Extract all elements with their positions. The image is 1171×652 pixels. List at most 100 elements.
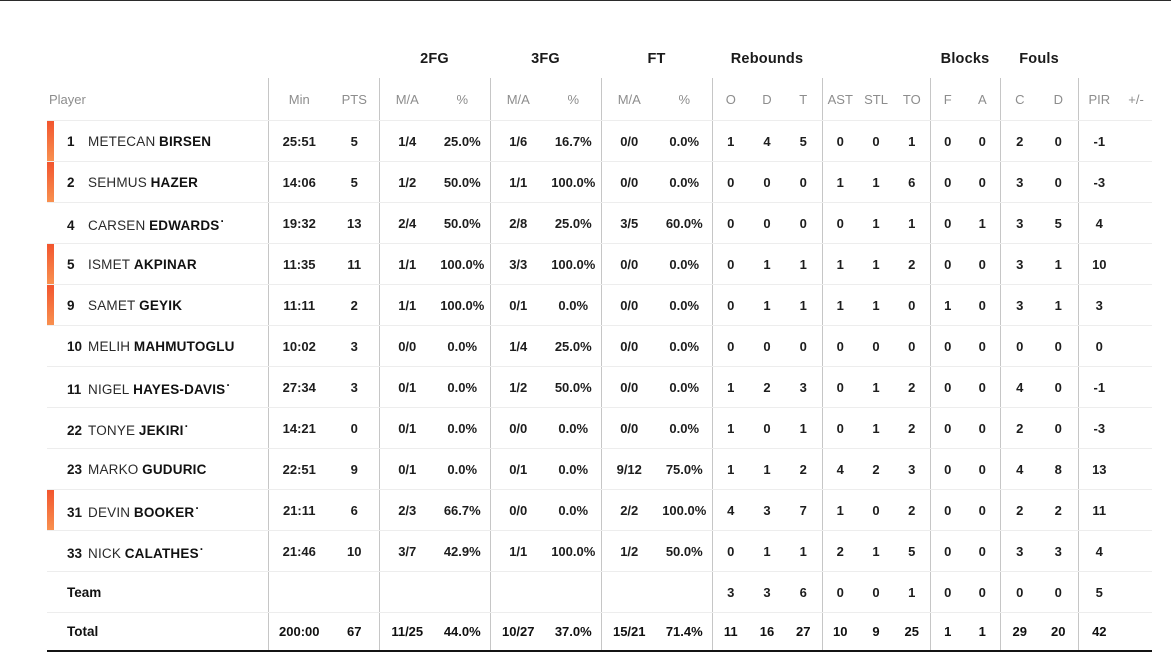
column-header-foul-c: C <box>999 78 1040 121</box>
cell-pir: 13 <box>1077 448 1121 490</box>
player-row: 5 ISMET AKPINAR 11:35 11 1/1 100.0% 3/3 100.0% 0… <box>47 243 1153 285</box>
jersey-number: 5 <box>67 256 75 272</box>
cell-fg2-pct: 66.7% <box>435 489 490 531</box>
player-cell[interactable]: 31 DEVIN BOOKER· <box>47 489 268 531</box>
player-first-name: NICK <box>88 545 122 561</box>
cell-reb-d: 4 <box>749 120 785 162</box>
cell-blk-a: 0 <box>965 161 1001 203</box>
cell-reb-o: 1 <box>711 366 749 408</box>
player-first-name: ISMET <box>88 256 131 272</box>
column-header-foul-d: D <box>1039 78 1079 121</box>
player-cell[interactable]: 22 TONYE JEKIRI· <box>47 407 268 449</box>
cell-foul-c: 2 <box>999 489 1040 531</box>
player-last-name: CALATHES <box>124 545 199 561</box>
cell-to: 6 <box>894 161 931 203</box>
player-first-name: MARKO <box>88 461 139 477</box>
cell-pir: -3 <box>1077 407 1121 449</box>
jersey-number: 22 <box>67 422 83 438</box>
player-row: 33 NICK CALATHES· 21:46 10 3/7 42.9% 1/1 100.0%… <box>47 530 1153 572</box>
cell-fg2-ma: 2/4 <box>378 202 435 244</box>
cell-pir: -1 <box>1077 366 1121 408</box>
cell-plus-minus <box>1120 407 1153 449</box>
player-cell[interactable]: 9 SAMET GEYIK <box>47 284 268 326</box>
cell-reb-d: 0 <box>749 407 785 449</box>
player-cell[interactable]: 11 NIGEL HAYES-DAVIS· <box>47 366 268 408</box>
cell-min <box>267 571 330 613</box>
cell-ft-ma <box>600 571 657 613</box>
player-row: 9 SAMET GEYIK 11:11 2 1/1 100.0% 0/1 0.0% 0/0 0.0… <box>47 284 1153 326</box>
cell-blk-a: 1 <box>965 202 1001 244</box>
cell-fg3-ma: 1/6 <box>489 120 546 162</box>
cell-reb-o: 0 <box>711 325 749 367</box>
cell-blk-a: 0 <box>965 489 1001 531</box>
cell-pts: 0 <box>330 407 379 449</box>
starter-mark: · <box>184 418 189 433</box>
cell-fg2-pct: 50.0% <box>435 161 490 203</box>
cell-ast: 0 <box>821 325 859 367</box>
cell-min: 21:11 <box>267 489 330 531</box>
cell-fg2-pct: 0.0% <box>435 366 490 408</box>
player-first-name: CARSEN <box>88 217 146 233</box>
cell-fg3-pct: 100.0% <box>546 530 601 572</box>
group-header-spacer <box>822 40 930 78</box>
cell-fg3-ma: 1/2 <box>489 366 546 408</box>
cell-fg3-ma: 0/1 <box>489 284 546 326</box>
column-header-reb-o: O <box>711 78 749 121</box>
cell-stl: 2 <box>858 448 895 490</box>
cell-pts <box>330 571 379 613</box>
column-header-ast: AST <box>821 78 859 121</box>
cell-foul-c: 0 <box>999 325 1040 367</box>
cell-blk-a: 0 <box>965 243 1001 285</box>
player-cell[interactable]: 2 SEHMUS HAZER <box>47 161 268 203</box>
cell-fg3-pct: 0.0% <box>546 448 601 490</box>
cell-ast: 0 <box>821 202 859 244</box>
player-cell[interactable]: 4 CARSEN EDWARDS· <box>47 202 268 244</box>
column-header-to: TO <box>894 78 931 121</box>
cell-reb-o: 0 <box>711 530 749 572</box>
cell-foul-d: 0 <box>1039 161 1079 203</box>
cell-fg2-ma: 0/1 <box>378 407 435 449</box>
cell-pts: 67 <box>330 612 379 652</box>
cell-pts: 2 <box>330 284 379 326</box>
cell-ft-pct <box>657 571 712 613</box>
starter-mark: · <box>220 213 225 228</box>
cell-blk-f: 0 <box>929 120 966 162</box>
player-cell[interactable]: 10 MELIH MAHMUTOGLU <box>47 325 268 367</box>
cell-pts: 5 <box>330 120 379 162</box>
player-row: 31 DEVIN BOOKER· 21:11 6 2/3 66.7% 0/0 0.0% 2/2 1… <box>47 489 1153 531</box>
player-cell[interactable]: 5 ISMET AKPINAR <box>47 243 268 285</box>
cell-stl: 1 <box>858 243 895 285</box>
cell-foul-d: 1 <box>1039 284 1079 326</box>
cell-to: 1 <box>894 571 931 613</box>
cell-pts: 9 <box>330 448 379 490</box>
cell-fg2-pct: 42.9% <box>435 530 490 572</box>
cell-fg3-ma: 0/0 <box>489 489 546 531</box>
cell-fg2-ma: 1/1 <box>378 243 435 285</box>
cell-stl: 1 <box>858 530 895 572</box>
cell-reb-d: 3 <box>749 489 785 531</box>
cell-ast: 1 <box>821 161 859 203</box>
cell-ft-ma: 0/0 <box>600 120 657 162</box>
column-header-2fg-pct: % <box>435 78 490 121</box>
cell-ft-ma: 0/0 <box>600 284 657 326</box>
cell-foul-c: 3 <box>999 530 1040 572</box>
cell-pir: -3 <box>1077 161 1121 203</box>
player-last-name: HAYES-DAVIS <box>133 381 226 397</box>
player-last-name: GEYIK <box>139 297 183 313</box>
cell-fg3-ma: 1/1 <box>489 161 546 203</box>
cell-pir: 0 <box>1077 325 1121 367</box>
cell-ft-pct: 0.0% <box>657 325 712 367</box>
cell-blk-f: 0 <box>929 571 966 613</box>
cell-reb-o: 4 <box>711 489 749 531</box>
column-header-3fg-ma: M/A <box>489 78 546 121</box>
cell-ft-ma: 0/0 <box>600 161 657 203</box>
player-cell[interactable]: 33 NICK CALATHES· <box>47 530 268 572</box>
cell-min: 10:02 <box>267 325 330 367</box>
cell-reb-d: 1 <box>749 448 785 490</box>
player-cell[interactable]: 1 METECAN BIRSEN <box>47 120 268 162</box>
cell-fg3-pct: 0.0% <box>546 284 601 326</box>
player-last-name: AKPINAR <box>133 256 197 272</box>
on-court-indicator <box>47 490 54 530</box>
player-cell[interactable]: 23 MARKO GUDURIC <box>47 448 268 490</box>
cell-plus-minus <box>1120 530 1153 572</box>
